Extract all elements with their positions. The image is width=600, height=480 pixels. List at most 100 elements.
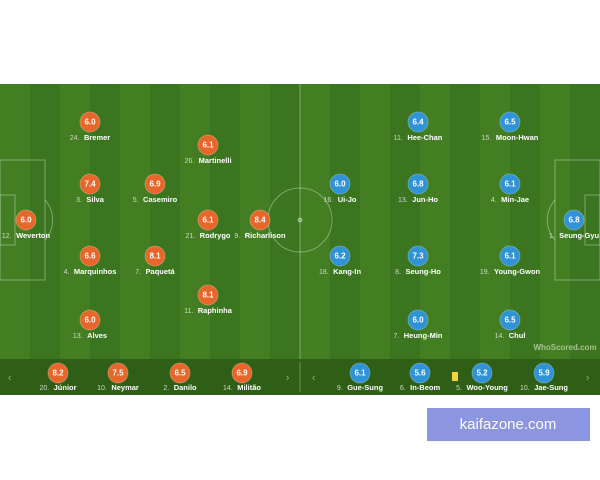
shirt-number: 10. bbox=[520, 385, 530, 392]
rating: 7.4 bbox=[84, 180, 96, 189]
player[interactable]: 6.1 26. Martinelli bbox=[184, 134, 232, 169]
shirt-number: 5. bbox=[133, 197, 139, 204]
shirt-number: 21. bbox=[185, 233, 195, 240]
shirt-number: 9. bbox=[234, 233, 240, 240]
rating-badge bbox=[407, 309, 429, 331]
player[interactable]: 5.66. In-Beom bbox=[400, 362, 441, 396]
rating: 6.9 bbox=[149, 180, 161, 189]
shirt-number: 14. bbox=[495, 333, 505, 340]
player[interactable]: 6.0 16. Ui-Jo bbox=[324, 173, 357, 208]
player-name: Seung-Gyu bbox=[559, 231, 599, 240]
rating-badge bbox=[144, 173, 166, 195]
player[interactable]: 6.914. Militão bbox=[223, 362, 261, 396]
player[interactable]: 6.1 4. Min-Jae bbox=[491, 173, 529, 208]
rating-badge bbox=[407, 173, 429, 195]
shirt-number: 18. bbox=[319, 269, 329, 276]
prev-arrow[interactable]: ‹ bbox=[8, 373, 11, 384]
player-name: Marquinhos bbox=[74, 267, 117, 276]
player[interactable]: 6.0 12. Weverton bbox=[2, 209, 51, 244]
shirt-number: 13. bbox=[398, 197, 408, 204]
player-name: Rodrygo bbox=[200, 231, 231, 240]
player[interactable]: 8.1 11. Raphinha bbox=[184, 284, 233, 319]
rating-badge bbox=[249, 209, 271, 231]
player-label: 13. Jun-Ho bbox=[398, 191, 438, 208]
player[interactable]: 6.0 7. Heung-Min bbox=[393, 309, 443, 344]
player-name: Alves bbox=[87, 331, 107, 340]
rating: 6.9 bbox=[236, 369, 248, 378]
shirt-number: 11. bbox=[394, 135, 403, 142]
player-name: Neymar bbox=[111, 383, 139, 392]
player[interactable]: 6.52. Danilo bbox=[163, 362, 197, 396]
prev-arrow[interactable]: ‹ bbox=[312, 373, 315, 384]
rating-badge bbox=[499, 309, 521, 331]
player-label: 18. Kang-In bbox=[319, 263, 362, 280]
player[interactable]: 5.25. Woo-Young bbox=[456, 362, 508, 396]
rating: 6.1 bbox=[202, 216, 214, 225]
rating: 6.0 bbox=[412, 316, 424, 325]
player[interactable]: 7.4 3. Silva bbox=[76, 173, 105, 208]
player[interactable]: 6.1 21. Rodrygo bbox=[185, 209, 231, 244]
player[interactable]: 6.1 19. Young-Gwon bbox=[480, 245, 541, 280]
shirt-number: 26. bbox=[184, 158, 194, 165]
player-label: 6. In-Beom bbox=[400, 379, 441, 396]
player[interactable]: 6.0 24. Bremer bbox=[70, 111, 111, 146]
rating-badge bbox=[144, 245, 166, 267]
rating: 8.1 bbox=[202, 291, 214, 300]
shirt-number: 7. bbox=[393, 333, 399, 340]
pitch-lines bbox=[0, 84, 600, 359]
rating-badge bbox=[329, 245, 351, 267]
player-label: 7. Heung-Min bbox=[393, 327, 442, 344]
shirt-number: 14. bbox=[223, 385, 233, 392]
shirt-number: 6. bbox=[400, 385, 406, 392]
rating-badge bbox=[329, 173, 351, 195]
player-label: 9. Richarlison bbox=[234, 227, 286, 244]
player[interactable]: 6.4 11. Hee-Chan bbox=[394, 111, 443, 146]
rating-badge bbox=[197, 209, 219, 231]
player-name: Richarlison bbox=[245, 231, 286, 240]
player[interactable]: 7.510. Neymar bbox=[97, 362, 139, 396]
player-label: 8. Seung-Ho bbox=[395, 263, 441, 280]
player[interactable]: 6.2 18. Kang-In bbox=[319, 245, 362, 280]
player-name: Heung-Min bbox=[404, 331, 443, 340]
shirt-number: 7. bbox=[135, 269, 141, 276]
shirt-number: 11. bbox=[184, 308, 193, 315]
watermark: kaifazone.com bbox=[460, 416, 557, 433]
watermark-box bbox=[427, 408, 590, 441]
player[interactable]: 6.6 4. Marquinhos bbox=[64, 245, 117, 280]
player[interactable]: 8.1 7. Paquetá bbox=[135, 245, 176, 280]
rating: 5.9 bbox=[538, 369, 550, 378]
rating-badge bbox=[499, 111, 521, 133]
rating-badge bbox=[197, 134, 219, 156]
player[interactable]: 6.9 5. Casemiro bbox=[133, 173, 178, 208]
player-label: 15. Moon-Hwan bbox=[482, 129, 539, 146]
player[interactable]: 6.8 1. Seung-Gyu bbox=[549, 209, 600, 244]
player-label: 5. Woo-Young bbox=[456, 379, 508, 396]
yellow-card bbox=[452, 372, 458, 381]
shirt-number: 2. bbox=[163, 385, 169, 392]
pitch bbox=[0, 84, 600, 359]
player-name: Silva bbox=[86, 195, 104, 204]
player-label: 14. Chul bbox=[495, 327, 526, 344]
shirt-number: 16. bbox=[324, 197, 334, 204]
rating: 6.5 bbox=[174, 369, 186, 378]
rating: 8.2 bbox=[52, 369, 64, 378]
player[interactable]: 5.910. Jae-Sung bbox=[520, 362, 568, 396]
shirt-number: 24. bbox=[70, 135, 80, 142]
rating-badge bbox=[79, 309, 101, 331]
shirt-number: 1. bbox=[549, 233, 555, 240]
player[interactable]: 8.4 9. Richarlison bbox=[234, 209, 286, 244]
player[interactable]: 6.5 14. Chul bbox=[495, 309, 526, 344]
player[interactable]: 6.8 13. Jun-Ho bbox=[398, 173, 438, 208]
next-arrow[interactable]: › bbox=[286, 373, 289, 384]
player[interactable]: 7.3 8. Seung-Ho bbox=[395, 245, 441, 280]
rating-badge bbox=[349, 362, 371, 384]
player[interactable]: 6.5 15. Moon-Hwan bbox=[482, 111, 539, 146]
player[interactable]: 6.19. Gue-Sung bbox=[337, 362, 384, 396]
next-arrow[interactable]: › bbox=[586, 373, 589, 384]
player-label: 7. Paquetá bbox=[135, 263, 175, 280]
player[interactable]: 6.0 13. Alves bbox=[73, 309, 107, 344]
shirt-number: 19. bbox=[480, 269, 490, 276]
player[interactable]: 8.220. Júnior bbox=[39, 362, 77, 396]
